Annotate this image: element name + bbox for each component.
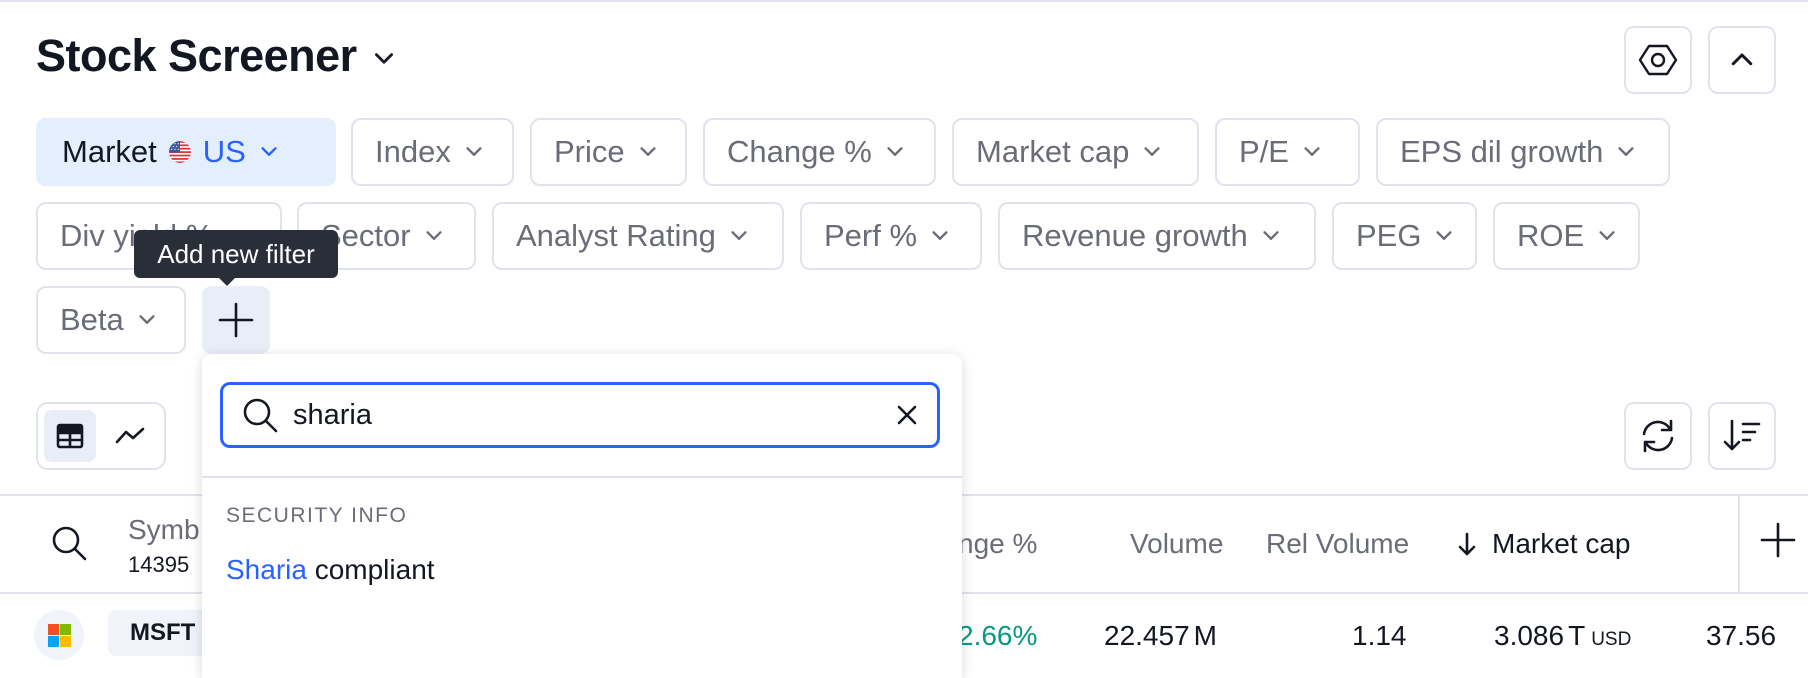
filter-label: Index [375,134,451,169]
filter-label: PEG [1356,218,1422,253]
filter-market[interactable]: Market US [36,118,336,186]
filter-label: Perf % [824,218,918,253]
chevron-down-icon [374,53,393,64]
filter-peg[interactable]: PEG [1332,202,1477,270]
filter-label: EPS dil growth [1400,134,1604,169]
volume-cell: 22.457 M [1104,620,1217,652]
chevron-down-icon [731,231,747,240]
filter-price[interactable]: Price [530,118,687,186]
symbol-count: 14395 [128,552,190,577]
top-border [0,0,1808,2]
chevron-down-icon [426,231,442,240]
market-cap-cell: 3.086 T USD [1494,620,1631,652]
chart-view-button[interactable] [104,410,156,462]
sort-icon [1723,419,1761,451]
market-cap-header-label: Market cap [1492,528,1631,559]
filter-analyst-rating[interactable]: Analyst Rating [492,202,784,270]
filter-label: Analyst Rating [516,218,716,253]
filter-label: P/E [1239,134,1289,169]
hexagon-settings-icon [1638,44,1678,76]
symbol-column-header[interactable]: Symb [128,514,200,545]
market-cap-column-header[interactable]: Market cap [1456,528,1631,560]
add-filter-dropdown: SECURITY INFO Sharia compliant [202,354,962,678]
result-text: compliant [306,554,435,585]
table-view-button[interactable] [44,410,96,462]
rel-volume-cell: 1.14 [1352,620,1407,651]
add-filter-tooltip: Add new filter [134,230,338,286]
filter-search-input[interactable] [293,398,895,432]
collapse-button[interactable] [1708,26,1776,94]
view-toggle [36,402,166,470]
add-filter-button[interactable] [202,286,270,354]
chevron-down-icon [261,147,277,156]
filter-roe[interactable]: ROE [1493,202,1640,270]
currency-label: USD [1591,629,1632,650]
filter-label: Revenue growth [1022,218,1248,253]
chevron-down-icon [1599,231,1615,240]
page-title: Stock Screener [36,30,357,81]
filter-pe[interactable]: P/E [1215,118,1360,186]
chevron-down-icon [887,147,903,156]
chevron-down-icon [139,315,155,324]
chevron-down-icon [1263,231,1279,240]
filter-revenue-growth[interactable]: Revenue growth [998,202,1316,270]
dropdown-divider [202,476,962,478]
chevron-down-icon [640,147,656,156]
filter-change[interactable]: Change % [703,118,936,186]
filter-beta[interactable]: Beta [36,286,186,354]
microsoft-logo-icon [47,623,71,647]
filter-result-sharia-compliant[interactable]: Sharia compliant [226,554,435,586]
chevron-down-icon [932,231,948,240]
chevron-down-icon [1436,231,1453,240]
us-flag-icon [168,141,191,163]
sort-descending-icon [1458,532,1476,556]
company-logo [34,610,84,660]
volume-unit: M [1193,620,1217,651]
filter-label: ROE [1517,218,1585,253]
volume-column-header[interactable]: Volume [1130,528,1224,559]
result-highlight: Sharia [226,554,307,585]
chart-line-icon [115,427,145,444]
filter-market-value: US [202,134,246,169]
filter-label: Beta [60,302,124,337]
chevron-down-icon [466,147,482,156]
market-cap-value: 3.086 [1494,620,1565,651]
chevron-down-icon [1144,147,1160,156]
sort-button[interactable] [1708,402,1776,470]
settings-button[interactable] [1624,26,1692,94]
filter-eps-growth[interactable]: EPS dil growth [1376,118,1670,186]
chevron-down-icon [1618,147,1634,156]
add-column-icon[interactable] [1760,522,1796,558]
search-icon [243,398,278,433]
market-cap-unit: T [1568,620,1586,651]
change-cell: 2.66% [958,620,1038,651]
filter-search-box [220,382,940,448]
pe-cell: 37.56 [1706,620,1777,651]
table-icon [56,423,84,449]
search-icon[interactable] [50,524,88,562]
filter-perf[interactable]: Perf % [800,202,982,270]
plus-icon [218,302,254,338]
screener-title-menu[interactable]: Stock Screener [36,30,397,82]
filter-label: Market cap [976,134,1130,169]
filter-market-label: Market [62,134,157,169]
rel-volume-column-header[interactable]: Rel Volume [1266,528,1410,559]
ticker-badge[interactable]: MSFT [108,610,218,656]
clear-icon[interactable] [895,403,919,427]
section-title: SECURITY INFO [226,504,408,527]
filter-market-cap[interactable]: Market cap [952,118,1199,186]
filter-label: Change % [727,134,872,169]
refresh-button[interactable] [1624,402,1692,470]
volume-value: 22.457 [1104,620,1190,651]
refresh-icon [1642,419,1674,453]
change-column-header[interactable]: nge % [958,528,1038,559]
column-divider [1738,496,1740,592]
filter-index[interactable]: Index [351,118,514,186]
chevron-down-icon [1304,147,1320,156]
filter-label: Price [554,134,625,169]
chevron-up-icon [1731,53,1753,66]
